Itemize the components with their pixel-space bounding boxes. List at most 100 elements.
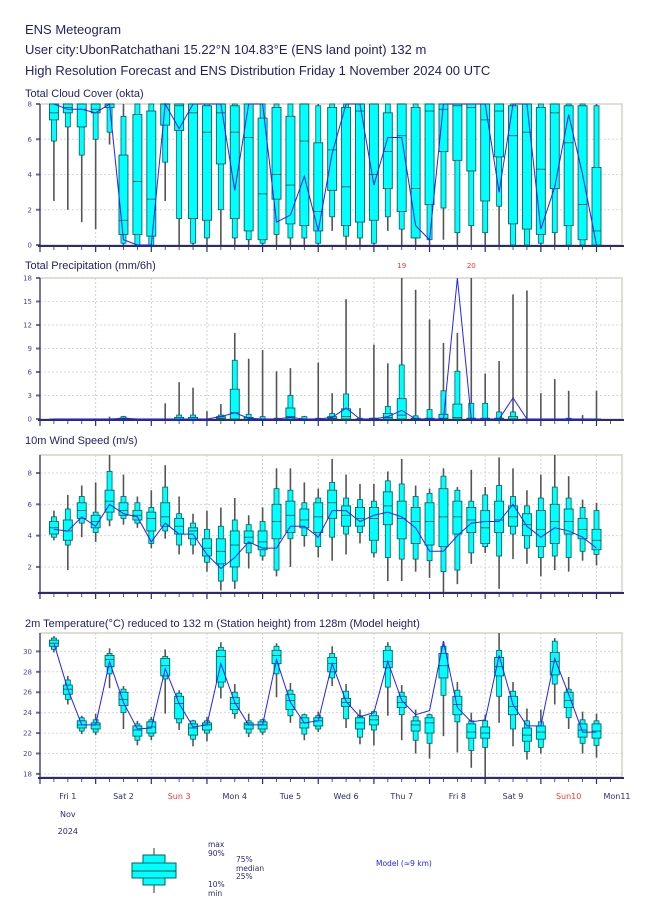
wind-ensemble-box — [229, 498, 240, 589]
box-p25-p75 — [410, 720, 421, 732]
box-p25-p75 — [355, 717, 365, 730]
wind-ensemble-box — [299, 482, 310, 547]
cloud-ensemble-box — [146, 103, 157, 246]
box-p25-p75 — [466, 103, 477, 172]
temperature-y-tick-label: 24 — [23, 709, 32, 717]
wind-ensemble-box — [508, 468, 518, 560]
wind-ensemble-box — [341, 474, 352, 555]
temperature-model-line — [53, 641, 597, 733]
box-p25-p75 — [535, 725, 546, 740]
temperature-ensemble-box — [508, 682, 518, 747]
box-p25-p75 — [174, 103, 185, 131]
legend-min-label: min — [208, 889, 222, 898]
wind-ensemble-box — [591, 502, 602, 566]
precip-panel: 0 3 6 9 12 15 18 19 20 — [23, 262, 624, 426]
box-p25-p75 — [243, 722, 254, 730]
wind-ensemble-box — [535, 474, 546, 577]
box-p25-p75 — [396, 695, 407, 709]
legend-model-label: Model (≈9 km) — [376, 859, 432, 868]
day-label: Sat 2 — [113, 792, 134, 801]
cloud-panel-title: Total Cloud Cover (okta) — [25, 88, 144, 100]
day-label: Thu 7 — [389, 792, 413, 801]
box-p25-p75 — [396, 103, 407, 212]
box-p25-p75 — [146, 110, 157, 237]
wind-ensemble-box — [549, 455, 560, 571]
box-p25-p75 — [480, 510, 491, 544]
temperature-ensemble-box — [480, 714, 491, 777]
legend-median-label: median — [236, 864, 264, 873]
box-p25-p75 — [438, 488, 449, 548]
temperature-ensemble-box — [549, 638, 560, 705]
temperature-ensemble-box — [188, 719, 198, 747]
precip-y-tick-label: 0 — [28, 416, 32, 424]
box-p25-p75 — [229, 105, 240, 220]
day-label: Wed 6 — [334, 792, 359, 801]
cloud-ensemble-box — [132, 103, 143, 246]
day-label: Sun 3 — [168, 792, 191, 801]
box-p25-p75 — [396, 398, 407, 420]
day-label: Fri 8 — [449, 792, 466, 801]
box-p25-p75 — [452, 403, 463, 420]
box-p25-p75 — [188, 527, 198, 540]
legend-p10-label: 10% — [208, 880, 225, 889]
precip-ensemble-box — [285, 368, 296, 420]
box-p25-p75 — [508, 505, 518, 527]
cloud-panel: 0 2 4 6 8 — [28, 101, 624, 252]
box-p25-p75 — [271, 107, 282, 200]
wind-ensemble-box — [563, 476, 574, 572]
wind-ensemble-box — [382, 471, 393, 582]
box-p25-p75 — [382, 649, 393, 669]
wind-ensemble-box — [215, 507, 226, 591]
box-p25-p75 — [160, 502, 171, 527]
cloud-ensemble-box — [535, 103, 546, 245]
day-label: Sun10 — [556, 792, 581, 801]
precip-ensemble-box — [341, 299, 352, 420]
wind-ensemble-box — [118, 474, 129, 525]
cloud-ensemble-box — [549, 103, 560, 245]
box-p25-p75 — [521, 103, 532, 230]
temperature-ensemble-box — [424, 713, 435, 759]
cloud-ensemble-box — [174, 103, 185, 245]
box-p25-p75 — [368, 715, 379, 726]
cloud-ensemble-box — [521, 103, 532, 246]
day-label: Fri 1 — [59, 792, 76, 801]
temperature-ensemble-box — [591, 713, 602, 758]
day-label: Mon 4 — [223, 792, 248, 801]
temperature-y-tick-label: 20 — [23, 750, 32, 758]
precip-y-tick-label: 18 — [23, 275, 32, 283]
wind-ensemble-box — [285, 468, 296, 567]
cloud-y-tick-label: 4 — [28, 171, 33, 179]
box-p25-p75 — [577, 517, 588, 540]
precip-plot-area — [39, 277, 623, 420]
box-p25-p75 — [341, 408, 352, 420]
cloud-y-tick-label: 6 — [28, 136, 33, 144]
wind-y-tick-label: 2 — [28, 563, 32, 571]
box-p25-p75 — [368, 103, 379, 221]
box-p25-p75 — [327, 489, 338, 519]
box-p25-p75 — [146, 511, 157, 532]
cloud-ensemble-box — [313, 104, 324, 245]
box-p10-p90 — [482, 402, 489, 420]
box-p25-p75 — [480, 726, 491, 739]
cloud-y-tick-label: 0 — [28, 242, 32, 250]
wind-ensemble-box — [355, 483, 365, 544]
temperature-panel: 18 20 22 24 26 28 30 — [23, 632, 624, 784]
cloud-ensemble-box — [285, 103, 296, 245]
precip-y-tick-label: 15 — [23, 298, 32, 306]
box-p25-p75 — [257, 530, 268, 551]
box-p25-p75 — [257, 117, 268, 241]
box-p25-p75 — [368, 507, 379, 541]
box-p25-p75 — [494, 103, 505, 158]
temperature-panel-title: 2m Temperature(°C) reduced to 132 m (Sta… — [25, 618, 420, 630]
off-scale-max-label: 19 — [397, 262, 406, 270]
day-label: Sat 9 — [503, 792, 524, 801]
temperature-y-tick-label: 26 — [23, 689, 32, 697]
wind-ensemble-box — [438, 468, 449, 592]
wind-ensemble-box — [76, 485, 87, 538]
cloud-ensemble-box — [62, 103, 73, 210]
box-p25-p75 — [396, 500, 407, 540]
wind-ensemble-box — [424, 488, 435, 578]
wind-y-tick-label: 6 — [28, 501, 33, 509]
temperature-y-tick-label: 28 — [23, 668, 32, 676]
box-p25-p75 — [48, 103, 59, 121]
